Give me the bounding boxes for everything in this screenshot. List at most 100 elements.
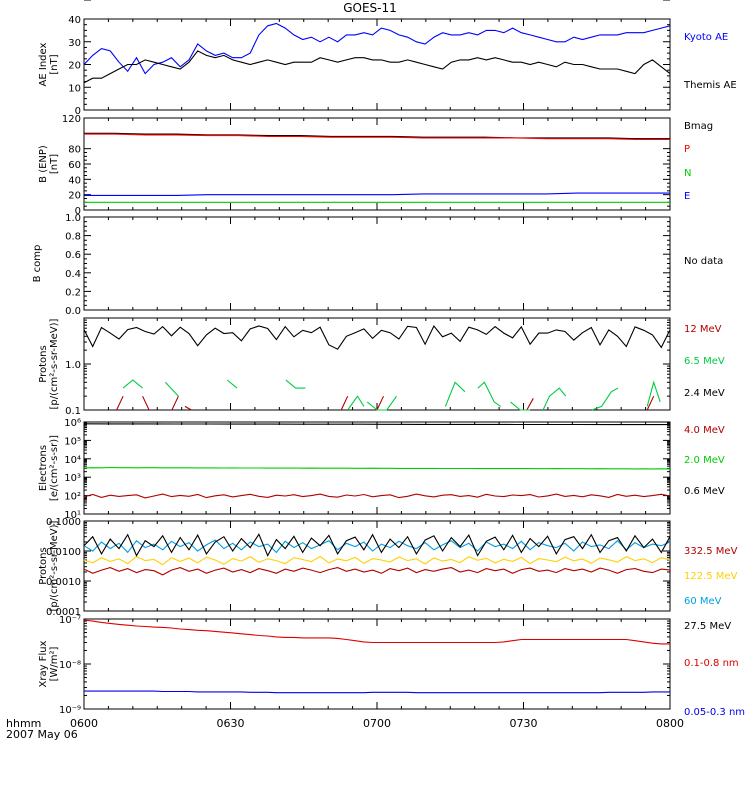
legend-entry: 122.5 MeV <box>684 571 738 582</box>
legend-entry: Kyoto AE <box>684 32 728 43</box>
y-axis-label: Electrons <box>38 445 49 491</box>
legend-entry: 27.5 MeV <box>684 621 731 632</box>
x-tick-label: 0700 <box>363 717 391 730</box>
series-segment <box>510 401 530 411</box>
panel-bcomp: 0.0 0.2 0.4 0.6 0.8 1.0 B comp No data <box>32 213 723 317</box>
series-line <box>84 132 670 140</box>
panel-protons_lo: 0.0001 0.0010 0.0100 0.1000 Protons [p/(cm²-s… <box>38 517 738 632</box>
legend-entry: P <box>684 144 690 155</box>
series-line <box>83 22 671 75</box>
panel-electrons: 10¹ 10² 10³ 10⁴ 10⁵ 10⁶ Electrons [e/(cm²-s-sr)… <box>38 418 725 521</box>
y-tick-label: 10⁵ <box>64 436 81 447</box>
series-line <box>84 192 670 196</box>
series-segment <box>646 395 655 411</box>
y-tick-label: 60 <box>68 160 81 171</box>
legend-entry: No data <box>684 256 723 267</box>
panel-xray: 10⁻⁹ 10⁻⁸ 10⁻⁷ Xray Flux [W/m²] 0.1-0.8 nm 0.0… <box>38 615 745 718</box>
legend-entry: 332.5 MeV <box>684 546 738 557</box>
y-tick-label: 10¹ <box>64 510 81 521</box>
y-tick-label: 0.0100 <box>46 547 81 558</box>
y-tick-label: 10⁶ <box>64 418 81 429</box>
legend-entry: 2.4 MeV <box>684 388 725 399</box>
date-label: 2007 May 06 <box>6 728 78 741</box>
legend-entry: N <box>684 168 691 179</box>
legend-entry: 12 MeV <box>684 324 722 335</box>
y-tick-label: 0.8 <box>65 232 81 243</box>
panel-protons_hi: 0.1 1.0 10.0 Protons[p/(cm²-s-sr-MeV)] 12 Me… <box>38 0 725 417</box>
y-axis-label: Xray Flux <box>38 640 49 687</box>
series-segment <box>646 380 661 407</box>
series-line <box>83 555 671 566</box>
panel-frame <box>83 216 671 311</box>
y-tick-label: 1.0 <box>65 213 81 224</box>
x-tick-label: 0800 <box>656 717 684 730</box>
legend-entry: Themis AE <box>683 80 737 91</box>
y-axis-label: AE Index <box>38 42 49 86</box>
panel-frame <box>83 317 671 411</box>
y-tick-label: 120 <box>62 114 81 125</box>
y-tick-label: 10² <box>64 492 81 503</box>
figure-title: GOES-11 <box>343 1 397 15</box>
series-segment <box>184 405 192 411</box>
series-segment <box>376 395 384 411</box>
time-axis: 0600 0630 0700 0730 0800 <box>70 717 684 730</box>
series-segment <box>142 395 150 411</box>
y-tick-label: 0 <box>75 206 81 217</box>
series-line <box>84 690 670 694</box>
y-tick-label: 0.1000 <box>46 517 81 528</box>
y-tick-label: 10⁻⁹ <box>59 705 81 716</box>
series-segment <box>444 381 466 407</box>
series-segment <box>477 381 502 407</box>
series-segment <box>542 387 567 411</box>
series-line <box>83 567 671 576</box>
y-tick-label: 80 <box>68 145 81 156</box>
series-segment <box>285 379 306 389</box>
panel-frame <box>83 618 671 710</box>
x-tick-label: 0730 <box>510 717 538 730</box>
y-tick-label: 0.4 <box>65 269 81 280</box>
series-line <box>83 423 670 426</box>
series-line <box>83 619 670 645</box>
y-axis-label: Protons <box>38 345 49 382</box>
y-tick-label: 100 <box>62 0 81 3</box>
y-tick-label: 30 <box>68 38 81 49</box>
panel-frame <box>83 117 671 211</box>
legend-entry: 60 MeV <box>684 596 722 607</box>
y-tick-label: 40 <box>68 15 81 26</box>
y-tick-label: 10³ <box>64 473 81 484</box>
y-tick-label: 0.0001 <box>46 607 81 618</box>
series-line <box>83 533 671 557</box>
y-tick-label: 40 <box>68 175 81 186</box>
series-line <box>83 324 671 350</box>
y-tick-label: 20 <box>68 61 81 72</box>
series-segment <box>591 387 619 411</box>
panel-frame <box>83 520 671 612</box>
y-axis-label: [nT] <box>49 154 60 174</box>
y-tick-label: 0.0010 <box>46 577 81 588</box>
y-tick-label: 10⁻⁸ <box>59 660 81 671</box>
series-segment <box>116 395 124 411</box>
series-segment <box>122 379 143 389</box>
y-axis-label: Protons <box>38 547 49 584</box>
y-tick-label: 0.6 <box>65 250 81 261</box>
y-axis-label: [nT] <box>49 54 60 74</box>
y-axis-label: B (ENP) <box>38 145 49 183</box>
series-line <box>84 133 670 141</box>
y-tick-label: 20 <box>68 191 81 202</box>
series-segment <box>226 379 238 389</box>
y-tick-label: 10 <box>68 83 81 94</box>
series-line <box>83 50 671 84</box>
x-tick-label: 0630 <box>217 717 245 730</box>
series-segment <box>526 398 534 411</box>
legend-entry: 0.6 MeV <box>684 486 725 497</box>
x-tick-label: 0600 <box>70 717 98 730</box>
y-axis-label: [e/(cm²-s-sr)] <box>49 435 60 501</box>
time-axis-label: hhmm <box>6 717 41 730</box>
y-axis-label: B comp <box>32 245 43 283</box>
legend-entry: 6.5 MeV <box>684 356 725 367</box>
series-segment <box>340 395 349 411</box>
legend-entry: 0.05-0.3 nm <box>684 707 745 718</box>
